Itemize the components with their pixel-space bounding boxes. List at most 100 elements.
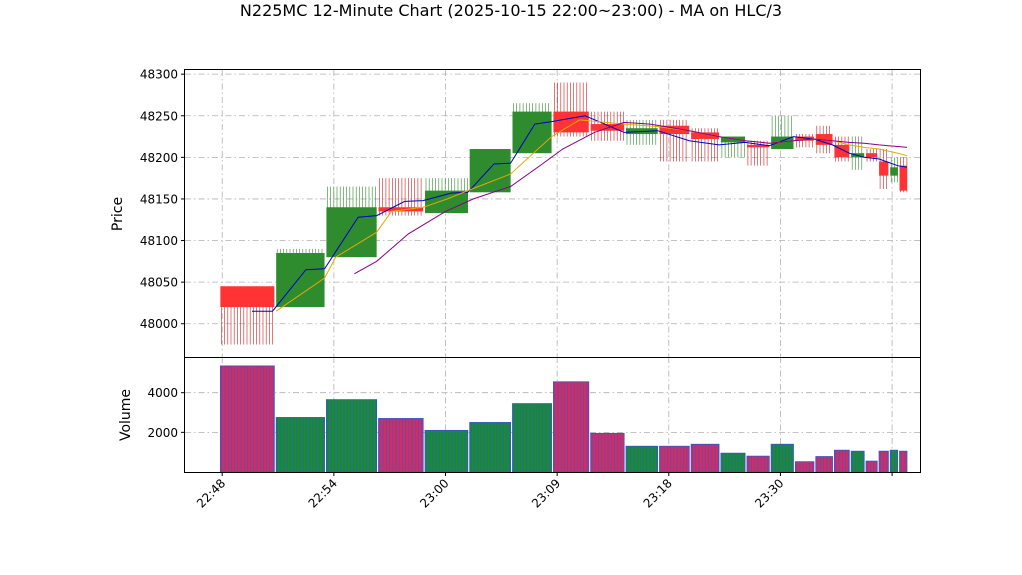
candle <box>553 82 589 137</box>
volume-bar-fill <box>866 461 878 472</box>
volume-bar <box>794 461 815 473</box>
volume-bar <box>850 450 865 473</box>
chart-title: N225MC 12-Minute Chart (2025-10-15 22:00… <box>239 1 783 20</box>
volume-bar <box>815 456 833 473</box>
price-tick-label: 48050 <box>140 276 178 290</box>
candle <box>590 111 625 141</box>
price-candles <box>220 82 908 345</box>
volume-bar <box>424 429 469 473</box>
x-tick-label: 22:48 <box>194 476 228 510</box>
candle <box>890 157 898 183</box>
candle-body <box>691 132 720 140</box>
volume-y-axis: 2000 4000 <box>147 386 185 440</box>
x-tick-label: 22:54 <box>306 476 340 510</box>
price-tick-label: 48000 <box>140 317 178 331</box>
volume-bar <box>889 449 899 473</box>
candle-body <box>512 111 552 154</box>
candle-body <box>220 286 275 308</box>
price-tick-label: 48200 <box>140 151 178 165</box>
candle <box>378 178 424 216</box>
x-tick-label: 23:09 <box>529 476 563 510</box>
candle-body <box>553 111 589 133</box>
volume-bar <box>326 399 378 473</box>
candle-body <box>659 125 690 135</box>
volume-axis-label: Volume <box>118 389 134 441</box>
volume-bar-fill <box>326 399 377 472</box>
candle <box>326 186 377 258</box>
volume-bar <box>219 365 275 473</box>
volume-bar-fill <box>590 433 625 472</box>
price-panel-frame <box>184 69 921 358</box>
candle <box>899 157 908 193</box>
candle-body <box>795 136 814 141</box>
ma-line <box>354 121 908 275</box>
candle-body <box>771 136 794 150</box>
candle-body <box>866 153 878 158</box>
volume-bar <box>834 449 850 473</box>
candle-body <box>378 207 424 212</box>
candle-body <box>590 124 625 131</box>
candle-body <box>469 149 511 193</box>
candle-body <box>425 190 468 214</box>
volume-bar <box>659 445 690 473</box>
volume-tick-label: 2000 <box>147 426 178 440</box>
moving-average-lines <box>252 115 908 312</box>
volume-bar <box>770 443 794 473</box>
candle <box>879 149 889 189</box>
price-tick-label: 48150 <box>140 192 178 206</box>
x-axis: 22:48 22:54 23:00 23:09 23:18 23:30 <box>194 472 893 511</box>
volume-bar <box>899 450 908 473</box>
volume-bar <box>512 403 552 473</box>
volume-bar-fill <box>851 451 865 472</box>
volume-panel-frame <box>184 357 921 473</box>
volume-bar <box>469 422 512 473</box>
candle <box>276 248 325 308</box>
price-grid <box>185 70 920 357</box>
volume-bar <box>746 455 770 473</box>
candle-body <box>890 167 898 176</box>
price-tick-label: 48300 <box>140 68 178 82</box>
candle <box>866 149 878 162</box>
volume-bar <box>865 460 878 473</box>
volume-bar <box>878 450 889 473</box>
volume-bar-fill <box>815 456 833 472</box>
candle-body <box>326 207 377 258</box>
ma-line <box>252 115 908 312</box>
volume-bar-fill <box>899 451 907 472</box>
price-tick-label: 48100 <box>140 234 178 248</box>
volume-bar-fill <box>425 430 468 472</box>
volume-bar-fill <box>890 450 898 472</box>
candle <box>851 136 865 170</box>
volume-bar <box>625 445 659 473</box>
candle <box>746 140 770 166</box>
volume-bar-fill <box>626 446 658 472</box>
candle-body <box>899 165 907 191</box>
volume-tick-label: 4000 <box>147 386 178 400</box>
volume-bar <box>275 417 325 473</box>
price-tick-label: 48250 <box>140 109 178 123</box>
candle <box>469 149 511 193</box>
candle <box>771 115 794 150</box>
volume-bar <box>690 443 720 473</box>
candle <box>220 286 275 345</box>
candle <box>659 119 690 162</box>
volume-bar-fill <box>512 403 552 472</box>
candle-body <box>720 136 746 143</box>
candle-body <box>276 253 325 308</box>
volume-bar-fill <box>795 461 814 472</box>
candle-body <box>879 161 889 176</box>
candle <box>512 103 552 154</box>
price-axis-label: Price <box>110 197 126 231</box>
volume-bar-fill <box>720 453 746 472</box>
volume-bar <box>378 418 424 473</box>
volume-bar <box>720 452 746 473</box>
candle <box>425 178 468 214</box>
volume-bar-fill <box>378 418 424 472</box>
x-tick-label: 23:30 <box>752 476 786 510</box>
volume-bars <box>219 365 908 473</box>
volume-bar-fill <box>834 450 850 472</box>
x-tick-label: 23:18 <box>641 476 675 510</box>
price-y-axis: 48000 48050 48100 48150 48200 48250 48300 <box>140 68 185 331</box>
candle <box>691 128 720 162</box>
